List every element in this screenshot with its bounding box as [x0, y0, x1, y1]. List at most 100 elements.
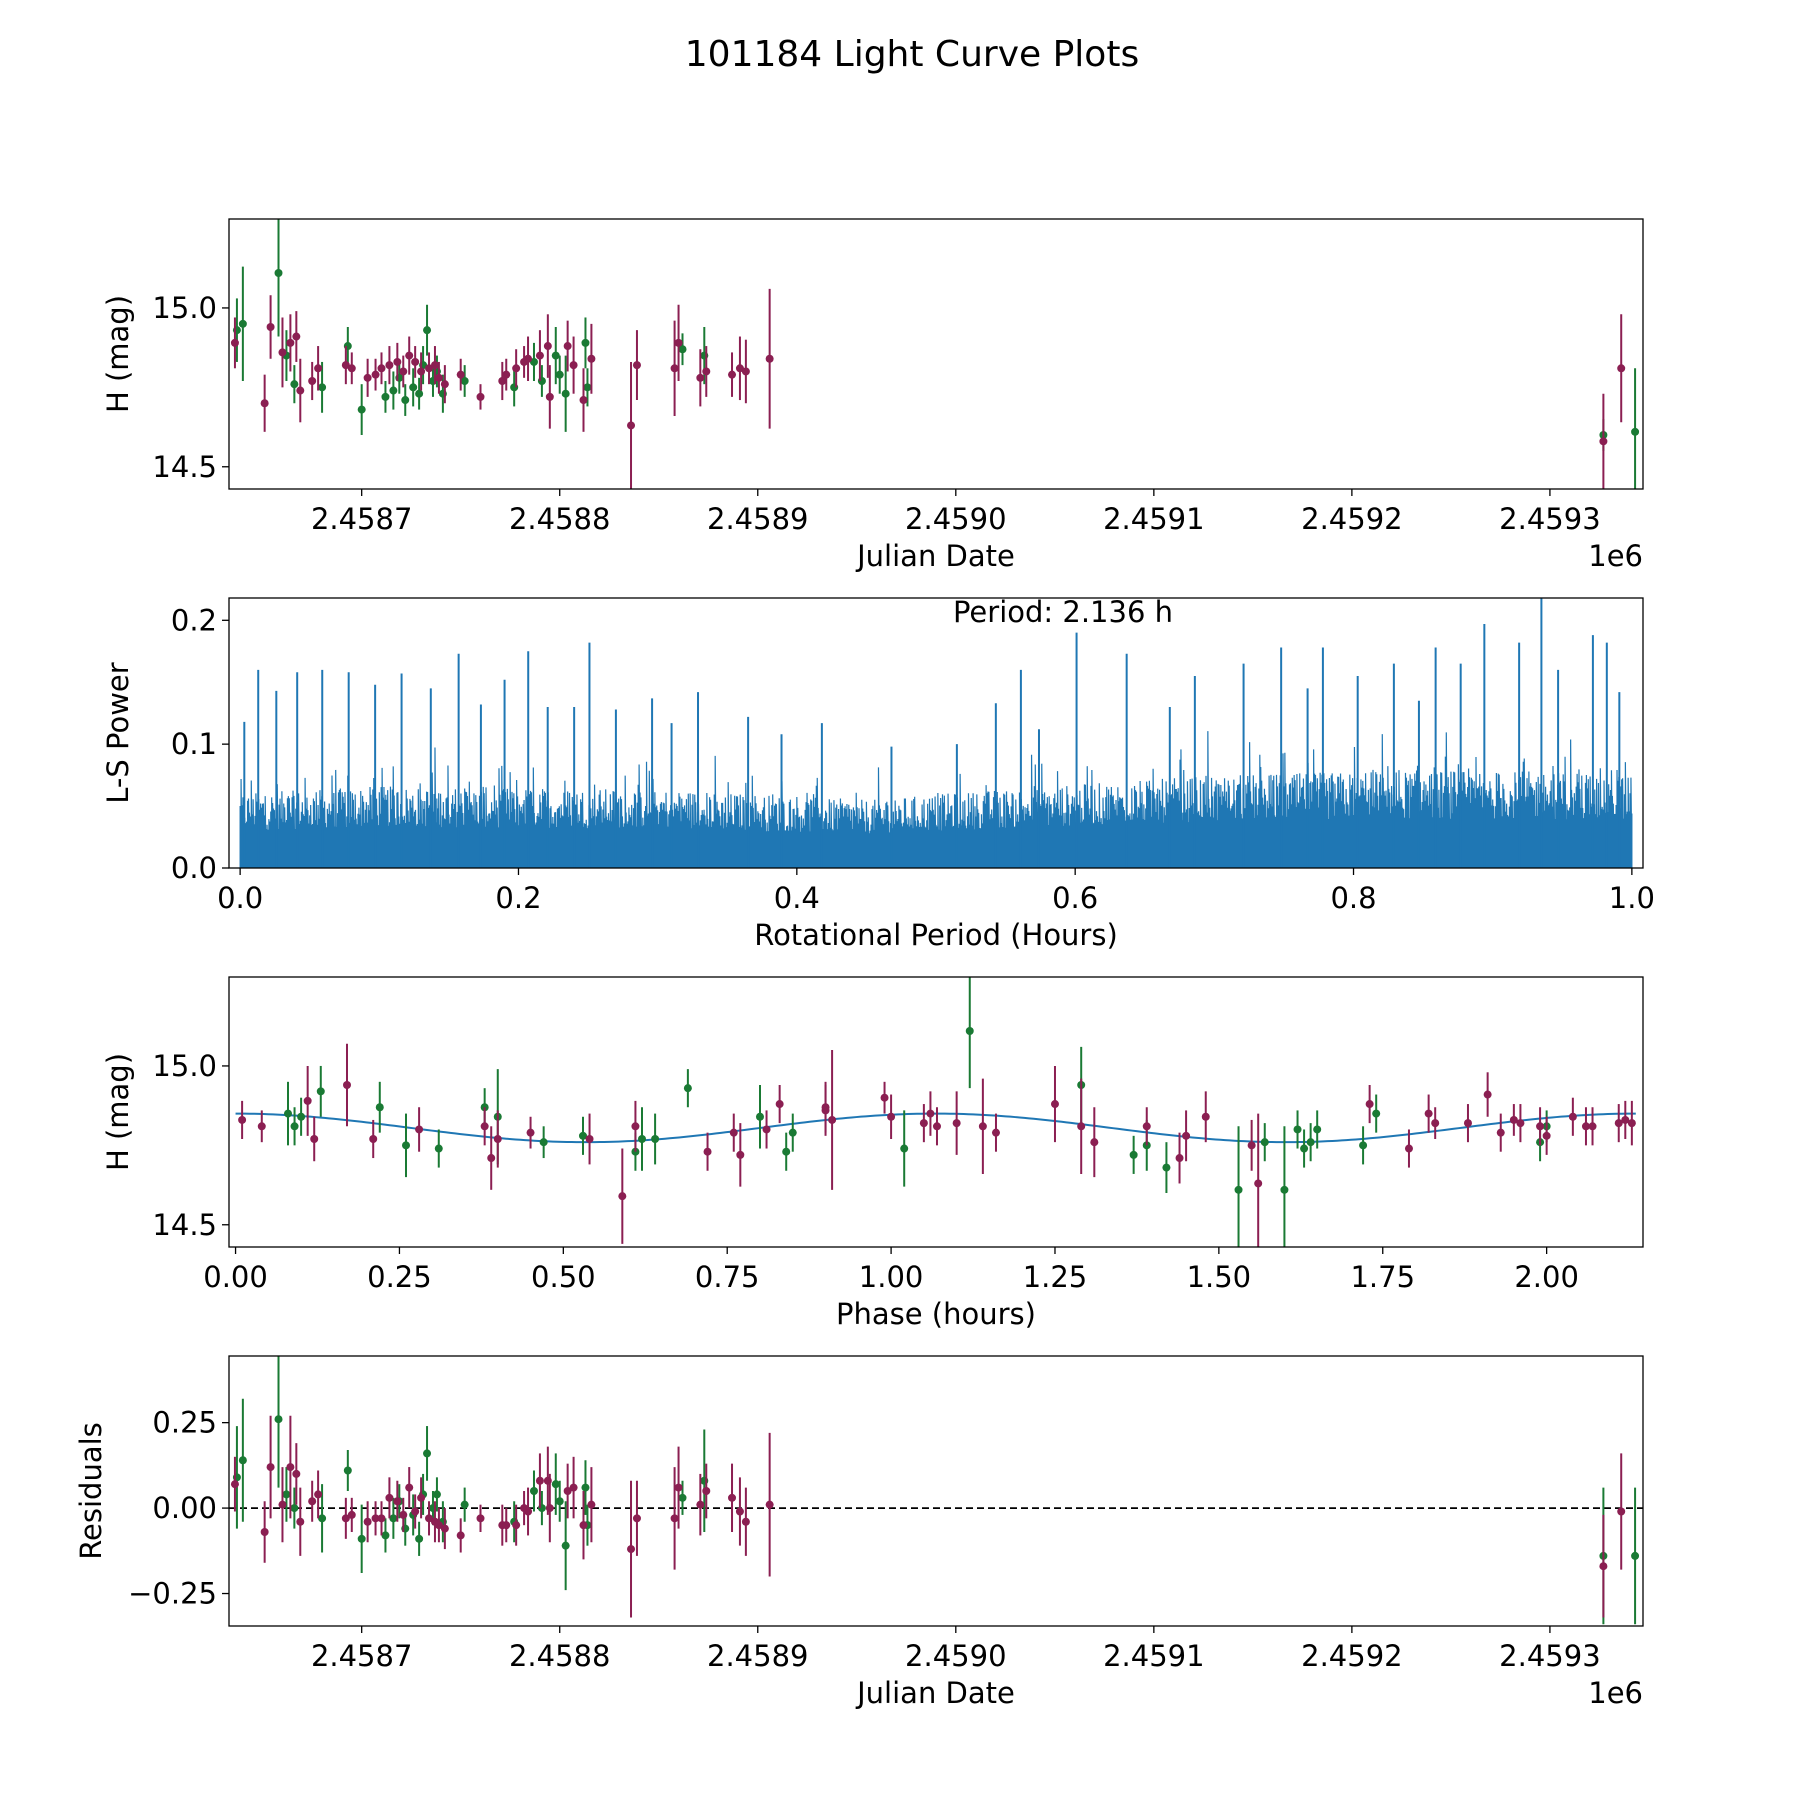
periodogram-xtick-label: 0.6	[1052, 881, 1098, 915]
phased-point-maroon	[618, 1192, 627, 1201]
residuals-point-green	[432, 1490, 441, 1499]
phased-point-maroon	[1142, 1122, 1151, 1131]
periodogram-xtick-label: 0.2	[495, 881, 541, 915]
phased-point-maroon	[342, 1081, 351, 1089]
lightcurve-frame	[228, 218, 1644, 490]
phased-point-green	[651, 1135, 660, 1143]
periodogram-ytick-label: 0.2	[171, 603, 217, 637]
periodogram-power-line	[239, 731, 1633, 868]
periodogram-plot-area	[239, 598, 1633, 868]
phased-point-green	[1162, 1163, 1171, 1172]
lightcurve-point-green	[389, 386, 398, 395]
lightcurve-point-green	[238, 319, 247, 328]
lightcurve-ytick-label: 14.5	[152, 450, 217, 484]
phased-point-green	[1300, 1144, 1309, 1153]
residuals-point-green	[274, 1415, 283, 1424]
lightcurve-xlabel: Julian Date	[855, 539, 1015, 573]
residuals-frame	[228, 1355, 1644, 1627]
lightcurve-point-green	[1631, 427, 1640, 436]
residuals-xlabel: Julian Date	[855, 1676, 1015, 1710]
residuals-xtick-label: 2.4588	[509, 1639, 610, 1673]
lightcurve-point-maroon	[393, 357, 402, 366]
residuals-xtick-label: 2.4589	[707, 1639, 808, 1673]
residuals-point-maroon	[524, 1507, 533, 1516]
phased-point-maroon	[1050, 1100, 1059, 1109]
phased-xtick-label: 0.50	[531, 1260, 596, 1294]
lightcurve-point-maroon	[569, 361, 578, 370]
phased-point-maroon	[1254, 1179, 1263, 1188]
phased-point-maroon	[952, 1119, 961, 1128]
phased-point-green	[1293, 1125, 1302, 1134]
phased-point-maroon	[526, 1128, 535, 1137]
residuals-point-green	[290, 1504, 299, 1513]
residuals-point-maroon	[545, 1504, 554, 1513]
residuals-point-maroon	[728, 1493, 737, 1502]
periodogram-xlabel: Rotational Period (Hours)	[754, 918, 1118, 952]
phased-point-maroon	[1536, 1122, 1545, 1131]
phased-xtick-label: 1.00	[859, 1260, 924, 1294]
residuals-point-maroon	[296, 1517, 305, 1526]
residuals-point-maroon	[674, 1483, 683, 1492]
lightcurve-point-maroon	[728, 370, 737, 379]
phased-point-maroon	[1090, 1138, 1099, 1147]
phased-point-green	[637, 1135, 646, 1143]
lightcurve-offset-text: 1e6	[1588, 539, 1643, 573]
residuals-point-green	[423, 1449, 432, 1458]
lightcurve-point-green	[551, 351, 560, 360]
residuals-point-green	[357, 1534, 366, 1543]
lightcurve-ytick-label: 15.0	[152, 291, 217, 325]
lightcurve-point-maroon	[1617, 364, 1626, 373]
lightcurve-point-maroon	[230, 338, 239, 347]
lightcurve-point-maroon	[579, 396, 588, 405]
residuals-point-maroon	[292, 1469, 301, 1478]
lightcurve-xtick-label: 2.4591	[1103, 502, 1204, 536]
lightcurve-point-maroon	[563, 342, 572, 351]
residuals-point-green	[389, 1514, 398, 1523]
lightcurve-point-maroon	[405, 351, 414, 360]
residuals-point-maroon	[696, 1500, 705, 1509]
lightcurve-point-green	[274, 269, 283, 277]
phased-point-maroon	[991, 1128, 1000, 1137]
lightcurve-point-maroon	[765, 354, 774, 363]
phased-point-green	[401, 1141, 410, 1150]
periodogram-ylabel: L-S Power	[101, 662, 135, 803]
phased-panel: 0.00 0.25 0.50 0.75 1.00 1.25 1.50 1.75 2.00 14.5…	[101, 976, 1644, 1331]
phased-point-maroon	[1182, 1131, 1191, 1140]
phased-point-maroon	[303, 1096, 312, 1105]
residuals-ylabel: Residuals	[74, 1422, 108, 1560]
lightcurve-point-maroon	[543, 342, 552, 351]
residuals-point-green	[581, 1483, 590, 1492]
lightcurve-point-maroon	[314, 364, 323, 373]
phased-point-maroon	[736, 1150, 745, 1159]
lightcurve-point-green	[581, 338, 590, 347]
lightcurve-point-maroon	[498, 377, 507, 385]
residuals-point-maroon	[512, 1521, 521, 1530]
phased-point-green	[578, 1131, 587, 1140]
phased-xtick-label: 1.50	[1187, 1260, 1252, 1294]
phased-point-maroon	[1247, 1141, 1256, 1150]
phased-point-maroon	[1509, 1115, 1518, 1124]
phased-ylabel: H (mag)	[101, 1053, 135, 1171]
phased-point-maroon	[828, 1115, 837, 1124]
phased-point-maroon	[1431, 1119, 1440, 1128]
lightcurve-xtick-label: 2.4589	[707, 502, 808, 536]
residuals-point-green	[381, 1531, 390, 1540]
lightcurve-point-green	[381, 392, 390, 401]
phased-point-green	[788, 1128, 797, 1137]
phased-xtick-label: 1.25	[1023, 1260, 1088, 1294]
lightcurve-point-maroon	[1599, 437, 1608, 446]
residuals-panel: 2.4587 2.4588 2.4589 2.4590 2.4591 2.4592 2.45…	[74, 1355, 1644, 1710]
lightcurve-point-maroon	[266, 323, 275, 331]
periodogram-ytick-label: 0.1	[171, 727, 217, 761]
periodogram-frame	[228, 597, 1644, 869]
lightcurve-point-green	[460, 377, 469, 385]
residuals-point-maroon	[393, 1497, 402, 1506]
lightcurve-point-maroon	[702, 367, 711, 376]
residuals-point-maroon	[308, 1497, 317, 1506]
residuals-xtick-label: 2.4591	[1103, 1639, 1204, 1673]
lightcurve-point-green	[561, 389, 570, 398]
lightcurve-point-green	[318, 383, 327, 392]
residuals-point-maroon	[1599, 1562, 1608, 1571]
phased-point-maroon	[487, 1154, 496, 1163]
